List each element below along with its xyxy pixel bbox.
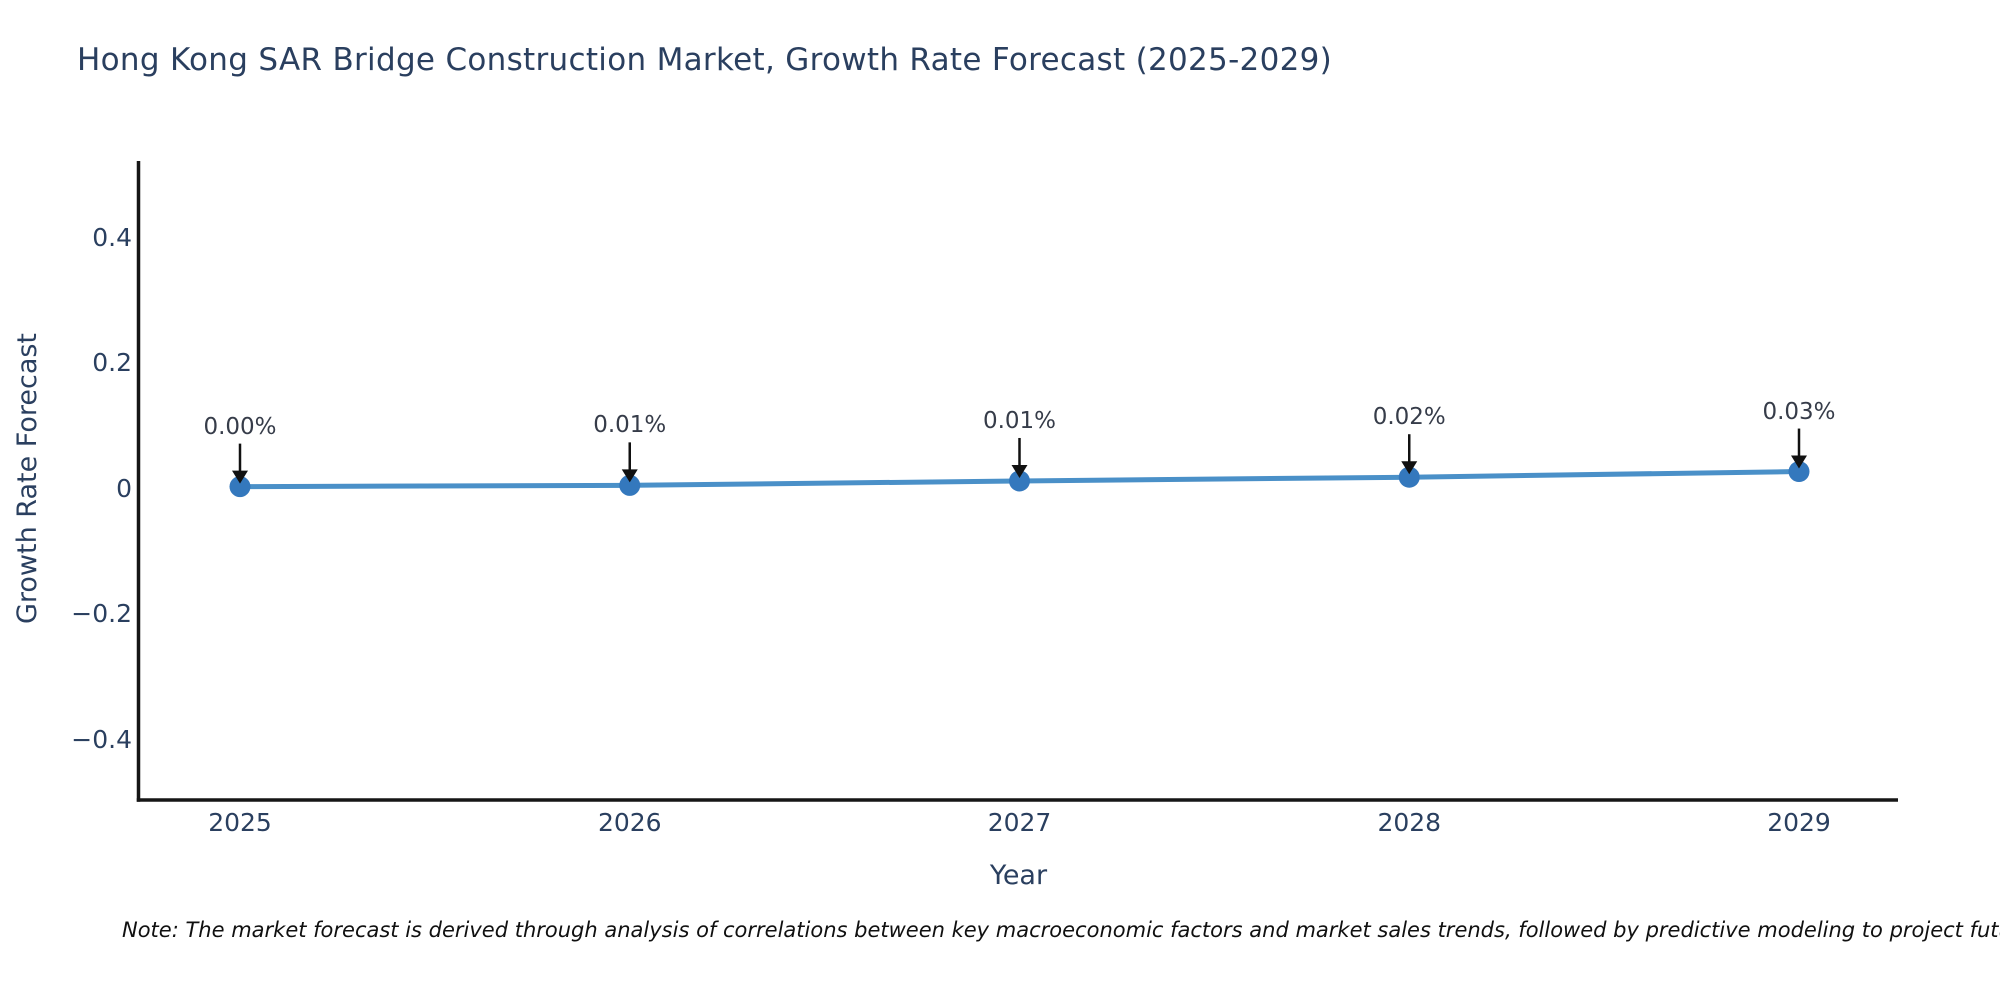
y-tick-label: 0.4	[92, 222, 132, 252]
point-label: 0.01%	[982, 407, 1057, 434]
data-point-marker	[1398, 466, 1420, 488]
y-tick-label: 0	[116, 473, 132, 503]
x-tick-label: 2027	[987, 808, 1052, 837]
x-tick-label: 2026	[597, 808, 662, 837]
data-point-marker	[619, 474, 641, 496]
y-tick-label: 0.2	[92, 348, 132, 377]
data-point-marker	[229, 476, 251, 498]
point-label: 0.03%	[1762, 398, 1836, 425]
data-point-marker	[1788, 461, 1810, 483]
x-tick-label: 2028	[1377, 808, 1442, 837]
annotation-arrowhead-icon	[621, 469, 638, 483]
footnote: Note: The market forecast is derived thr…	[122, 918, 2000, 942]
point-label: 0.00%	[203, 413, 277, 440]
y-tick-label: −0.2	[71, 599, 132, 628]
annotation-arrowhead-icon	[1791, 455, 1807, 469]
chart-title: Hong Kong SAR Bridge Construction Market…	[77, 42, 1333, 78]
annotation-arrowhead-icon	[232, 470, 248, 484]
y-tick-label: −0.4	[71, 724, 132, 754]
point-label: 0.01%	[593, 412, 667, 439]
annotation-arrowhead-icon	[1011, 464, 1028, 478]
data-point-marker	[1009, 470, 1030, 492]
annotation-arrowhead-icon	[1401, 461, 1418, 475]
y-axis-title-text: Growth Rate Forecast	[12, 332, 44, 624]
x-tick-label: 2029	[1767, 808, 1831, 837]
x-tick-label: 2025	[208, 808, 272, 837]
point-label: 0.02%	[1372, 404, 1446, 431]
x-axis-title: Year	[989, 860, 1048, 891]
